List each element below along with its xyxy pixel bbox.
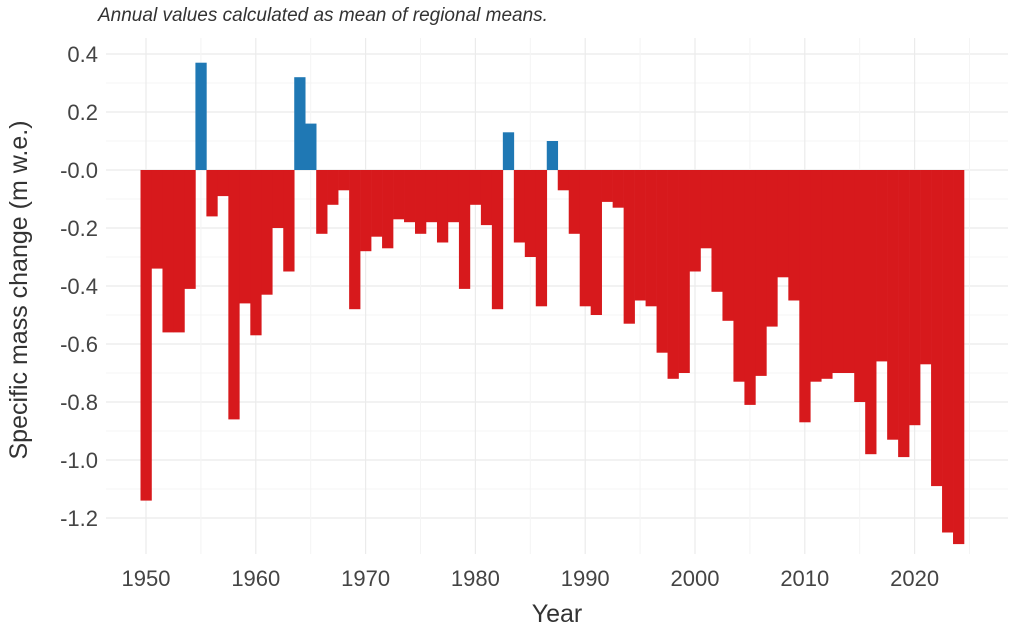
bar-1963 [283,170,295,272]
bar-2024 [953,170,965,545]
bar-1977 [436,170,449,243]
bar-1953 [173,170,185,333]
bar-2021 [920,170,932,365]
bar-1954 [184,170,196,289]
bar-2016 [865,170,877,455]
bar-1987 [546,141,559,170]
bar-1950 [140,170,152,501]
bar-2013 [832,170,844,373]
bar-1968 [338,170,350,191]
bar-1961 [261,170,273,295]
bar-2019 [898,170,910,458]
bar-2015 [854,170,866,402]
bar-1962 [272,170,284,228]
bar-2020 [909,170,921,426]
bar-1980 [469,170,482,205]
bar-1966 [316,170,328,234]
bar-1978 [447,170,460,223]
bars [140,62,965,545]
y-tick-label: 0.4 [67,42,98,67]
x-tick-label: 2010 [780,566,829,591]
y-tick-label: -0.0 [60,158,98,183]
bar-1958 [228,170,240,420]
y-tick-label: -1.2 [60,506,98,531]
bar-1985 [524,170,537,257]
bar-1982 [491,170,504,310]
bar-1979 [458,170,471,289]
bar-1971 [371,170,383,237]
bar-2006 [755,170,767,376]
bar-2002 [711,170,723,292]
bar-1988 [557,170,570,191]
y-tick-label: -0.6 [60,332,98,357]
y-tick-label: -1.0 [60,448,98,473]
chart-subtitle: Annual values calculated as mean of regi… [98,5,548,26]
bar-1957 [217,170,229,197]
bar-2001 [700,170,712,249]
bar-1974 [404,170,416,223]
bar-2005 [744,170,756,405]
bar-2023 [942,170,954,533]
x-tick-label: 1960 [231,566,280,591]
bar-1999 [678,170,690,373]
bar-2007 [766,170,778,327]
y-tick-labels: 0.4 0.2 -0.0 -0.2 -0.4 -0.6 -0.8 -1.0 -1.2 [60,42,98,531]
bar-1956 [206,170,218,217]
bar-1959 [239,170,251,304]
bar-1989 [568,170,581,234]
bar-1997 [656,170,668,353]
bar-2010 [799,170,811,423]
bar-1976 [425,170,438,223]
bar-1991 [590,170,602,315]
bar-1969 [349,170,361,310]
bar-1960 [250,170,262,336]
bar-1990 [579,170,591,307]
bar-1993 [612,170,624,208]
bar-1981 [480,170,493,226]
bar-2012 [821,170,833,379]
bar-1998 [667,170,679,379]
x-tick-label: 1990 [561,566,610,591]
bar-2004 [733,170,745,382]
bar-1970 [360,170,372,252]
x-tick-label: 2020 [890,566,939,591]
bar-2008 [777,170,789,278]
bar-1955 [195,62,207,171]
bar-2022 [931,170,943,487]
bar-1973 [393,170,405,220]
bar-1984 [513,170,526,243]
bar-2009 [788,170,800,301]
y-tick-label: -0.4 [60,274,98,299]
bar-1992 [601,170,613,202]
bar-1995 [634,170,646,301]
x-tick-label: 2000 [671,566,720,591]
y-tick-label: 0.2 [67,100,98,125]
bar-2018 [887,170,899,440]
bar-1967 [327,170,339,205]
bar-1972 [382,170,394,249]
bar-2003 [722,170,734,321]
bar-2014 [843,170,855,373]
bar-1952 [162,170,174,333]
x-tick-label: 1980 [451,566,500,591]
bar-1975 [415,170,427,234]
bar-1994 [623,170,635,324]
x-tick-labels: 1950 1960 1970 1980 1990 2000 2010 2020 [122,566,940,591]
bar-1951 [151,170,163,269]
y-tick-label: -0.8 [60,390,98,415]
x-tick-label: 1950 [122,566,171,591]
bar-1964 [294,77,306,170]
x-axis-title: Year [532,600,583,626]
bar-2017 [876,170,888,362]
x-tick-label: 1970 [341,566,390,591]
y-axis-title: Specific mass change (m w.e.) [5,120,33,459]
bar-1996 [645,170,657,307]
y-tick-label: -0.2 [60,216,98,241]
bar-2011 [810,170,822,382]
bar-1983 [502,132,515,170]
bar-1986 [535,170,548,307]
bar-2000 [689,170,701,272]
bar-1965 [305,123,317,170]
